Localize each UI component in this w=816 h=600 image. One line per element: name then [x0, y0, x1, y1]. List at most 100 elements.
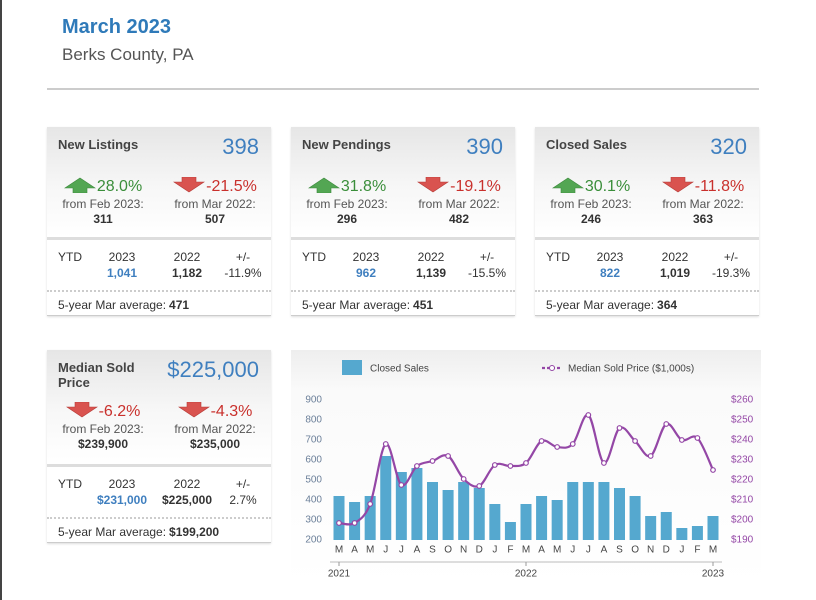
- line-point: [414, 463, 420, 469]
- change-pct: -4.3%: [210, 403, 253, 420]
- line-point: [491, 462, 498, 468]
- arrow-icon: [307, 177, 340, 194]
- change-label: from Feb 2023:: [306, 197, 388, 211]
- x-tick-label: J: [399, 545, 404, 556]
- ytd-value: -11.9%: [224, 266, 262, 280]
- year-label: 2023: [702, 569, 725, 580]
- card-title: Closed Sales: [546, 137, 627, 152]
- x-tick-label: F: [694, 545, 700, 556]
- bar: [520, 504, 532, 540]
- chart-panel: [291, 350, 761, 586]
- ytd-column: 2023: [352, 250, 380, 264]
- line-point: [523, 460, 529, 466]
- x-tick-label: J: [586, 545, 591, 556]
- y-tick-label: 700: [305, 435, 322, 446]
- change-label: from Mar 2022:: [662, 197, 744, 211]
- bar: [660, 512, 672, 540]
- arrow: [661, 176, 694, 193]
- change-row: 28.0%: [47, 177, 159, 197]
- line-point: [476, 483, 483, 489]
- line-point: [585, 412, 592, 418]
- x-tick-label: F: [507, 545, 513, 556]
- card-value: 390: [466, 134, 503, 159]
- ytd-value: -15.5%: [467, 266, 507, 280]
- bar: [614, 488, 625, 540]
- average-label: 5-year Mar average:: [302, 298, 411, 312]
- x-tick-label: M: [522, 545, 530, 556]
- y2-tick-label: $210: [731, 495, 754, 506]
- bar: [380, 456, 392, 540]
- change: -4.3% from Mar 2022: $235,000: [159, 401, 271, 451]
- change-value: 507: [204, 212, 226, 226]
- arrow: [307, 177, 340, 194]
- change-value: $235,000: [189, 437, 241, 451]
- legend-label: Median Sold Price ($1,000s): [568, 364, 694, 375]
- ytd-column: 2023: [108, 477, 136, 491]
- ytd-column: 2022: [661, 250, 689, 264]
- line-point: [398, 482, 405, 488]
- ytd-value: 1,139: [415, 266, 447, 280]
- arrow-icon: [63, 177, 96, 194]
- ytd-value: 822: [599, 266, 621, 280]
- ytd-value: 962: [355, 266, 377, 280]
- y-tick-label: 500: [305, 475, 322, 486]
- card-title: Median Sold Price: [58, 360, 135, 390]
- line-point: [382, 441, 389, 447]
- change-pct: -6.2%: [98, 403, 141, 420]
- line-point: [336, 520, 342, 526]
- x-tick-label: A: [538, 545, 545, 556]
- change-row: -4.3%: [159, 401, 271, 422]
- y-tick-label: 400: [305, 495, 322, 506]
- average-label: 5-year Mar average:: [546, 298, 655, 312]
- ytd-label: YTD: [58, 477, 82, 491]
- change-pct: -11.8%: [694, 178, 745, 195]
- bar: [489, 504, 501, 540]
- arrow: [63, 177, 96, 194]
- arrow: [551, 177, 584, 194]
- x-tick-label: A: [601, 545, 608, 556]
- ytd-section: YTD 2023 1,041 2022 1,182 +/- -11.9%: [47, 237, 271, 290]
- x-tick-label: O: [444, 545, 452, 556]
- x-tick-label: D: [663, 545, 670, 556]
- line-point: [538, 438, 545, 444]
- ytd-label: YTD: [302, 250, 326, 264]
- legend-label: Closed Sales: [370, 364, 429, 375]
- year-label: 2022: [515, 569, 538, 580]
- metric-card: Closed Sales 320 30.1% from Feb 2023: 246 -11…: [535, 127, 759, 316]
- bar: [582, 482, 594, 540]
- x-tick-label: M: [366, 545, 374, 556]
- change-row: -19.1%: [403, 176, 515, 197]
- change: 28.0% from Feb 2023: 311: [47, 177, 159, 226]
- line-point: [647, 453, 654, 459]
- bar: [473, 488, 485, 540]
- metric-card: New Pendings 390 31.8% from Feb 2023: 296 -19…: [291, 127, 515, 316]
- card-title: New Pendings: [302, 137, 391, 152]
- arrow: [173, 176, 206, 193]
- change-label: from Feb 2023:: [62, 422, 144, 436]
- arrow: [65, 401, 98, 418]
- x-tick-label: N: [647, 545, 654, 556]
- x-tick-label: M: [709, 545, 717, 556]
- x-tick-label: J: [570, 545, 575, 556]
- bar: [676, 528, 688, 540]
- ytd-section: YTD 2023 822 2022 1,019 +/- -19.3%: [535, 237, 759, 290]
- change-value: 246: [580, 212, 602, 226]
- arrow-icon: [65, 401, 98, 418]
- ytd-column: +/-: [723, 250, 739, 264]
- change-pct: 31.8%: [340, 178, 387, 195]
- card-value: $225,000: [167, 357, 259, 382]
- ytd-value: $225,000: [161, 493, 213, 507]
- card-value: 320: [710, 134, 747, 159]
- x-tick-label: D: [476, 545, 483, 556]
- x-tick-label: O: [631, 545, 639, 556]
- line-point: [694, 435, 701, 441]
- legend-dot: [549, 365, 555, 371]
- y2-tick-label: $230: [731, 455, 754, 466]
- arrow-icon: [661, 176, 694, 193]
- change-value: 296: [336, 212, 358, 226]
- change-pct: 30.1%: [584, 178, 631, 195]
- bar: [536, 496, 548, 540]
- average-row: 5-year Mar average: $199,200: [47, 517, 271, 545]
